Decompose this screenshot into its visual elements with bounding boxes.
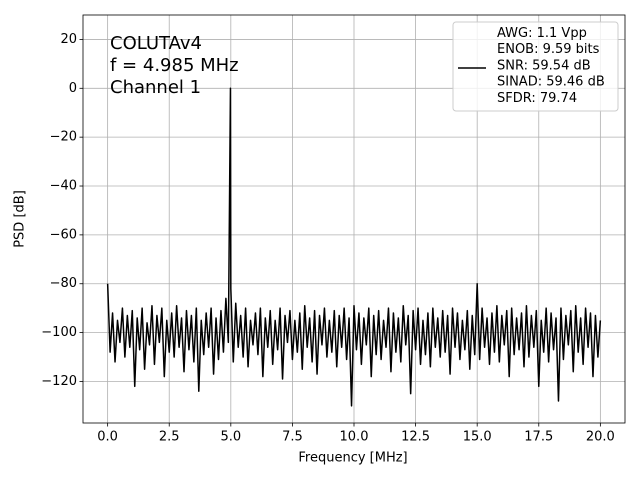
y-tick-label: −20	[50, 130, 77, 145]
y-tick-label: 0	[69, 81, 77, 96]
y-tick-label: 20	[60, 32, 77, 47]
plot-frame	[82, 14, 626, 424]
annotation: f = 4.985 MHz	[110, 55, 239, 76]
x-tick-label: 5.0	[220, 430, 241, 445]
y-tick-label: −60	[50, 227, 77, 242]
x-tick-label: 0.0	[97, 430, 118, 445]
legend-label: AWG: 1.1 Vpp ENOB: 9.59 bits SNR: 59.54 dB…	[497, 26, 605, 106]
annotation: COLUTAv4	[110, 33, 202, 54]
x-tick-label: 7.5	[282, 430, 303, 445]
y-axis-label: PSD [dB]	[13, 190, 28, 248]
legend-box	[452, 21, 619, 112]
x-tick-label: 17.5	[524, 430, 553, 445]
x-tick-label: 10.0	[340, 430, 369, 445]
y-tick-label: −40	[50, 179, 77, 194]
y-tick-label: −100	[41, 325, 77, 340]
y-tick-label: −80	[50, 276, 77, 291]
x-tick-label: 12.5	[401, 430, 430, 445]
data-line	[106, 87, 602, 407]
x-tick-label: 20.0	[586, 430, 615, 445]
annotation: Channel 1	[110, 77, 201, 98]
x-tick-label: 15.0	[463, 430, 492, 445]
x-axis-label: Frequency [MHz]	[298, 451, 407, 466]
x-tick-label: 2.5	[159, 430, 180, 445]
y-tick-label: −120	[41, 374, 77, 389]
